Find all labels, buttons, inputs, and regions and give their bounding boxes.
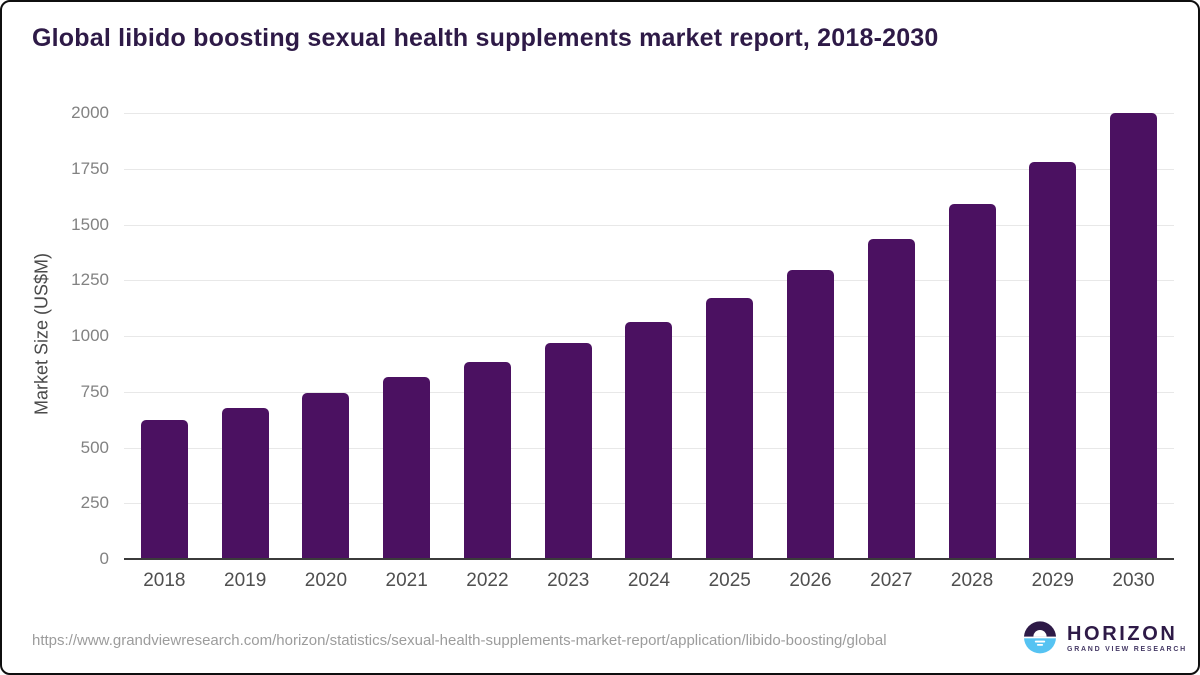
source-url[interactable]: https://www.grandviewresearch.com/horizo… — [32, 632, 887, 649]
x-tick-2024: 2024 — [627, 570, 671, 591]
bar-2018[interactable] — [140, 419, 188, 559]
x-tick-2026: 2026 — [789, 570, 832, 591]
bar-slot-2027 — [851, 113, 932, 559]
x-axis-line — [124, 558, 1174, 560]
chart-title: Global libido boosting sexual health sup… — [32, 24, 939, 52]
bar-slot-2023 — [528, 113, 609, 559]
gridline-1250 — [124, 280, 1174, 282]
logo-subbrand: GRAND VIEW RESEARCH — [1067, 645, 1187, 653]
bar-slot-2019 — [205, 113, 286, 559]
bar-slot-2024 — [609, 113, 690, 559]
x-tick-2030: 2030 — [1112, 570, 1155, 591]
bar-slot-2025 — [689, 113, 770, 559]
bar-slot-2030 — [1093, 113, 1174, 559]
x-tick-2028: 2028 — [950, 570, 994, 591]
x-tick-2018: 2018 — [143, 570, 186, 591]
gridline-1750 — [124, 168, 1174, 170]
y-tick-1500: 1500 — [71, 214, 109, 234]
bar-2024[interactable] — [625, 321, 673, 559]
bar-2019[interactable] — [221, 408, 269, 559]
bar-2026[interactable] — [787, 270, 834, 559]
bar-2029[interactable] — [1029, 162, 1077, 559]
x-tick-2020: 2020 — [304, 570, 348, 591]
bar-2020[interactable] — [302, 392, 350, 559]
y-tick-1750: 1750 — [71, 158, 109, 178]
bar-series — [124, 113, 1174, 559]
x-tick-2027: 2027 — [870, 570, 913, 591]
plot-area — [124, 113, 1174, 560]
gridline-1500 — [124, 224, 1174, 226]
logo-brand: HORIZON — [1067, 622, 1178, 645]
y-tick-1000: 1000 — [71, 326, 109, 345]
y-tick-0: 0 — [99, 549, 109, 568]
bar-2021[interactable] — [383, 377, 431, 559]
bar-slot-2018 — [124, 113, 205, 559]
bar-slot-2021 — [366, 113, 447, 559]
bar-slot-2026 — [770, 113, 851, 559]
bar-2023[interactable] — [544, 342, 592, 559]
x-tick-2021: 2021 — [385, 570, 428, 591]
y-tick-2000: 2000 — [71, 103, 109, 122]
x-tick-2029: 2029 — [1031, 570, 1074, 591]
y-tick-750: 750 — [80, 381, 109, 401]
horizon-logo: HORIZON GRAND VIEW RESEARCH — [1022, 620, 1187, 656]
x-tick-2022: 2022 — [466, 570, 509, 591]
y-tick-500: 500 — [80, 437, 109, 457]
bar-slot-2022 — [447, 113, 528, 559]
x-tick-2023: 2023 — [547, 570, 590, 591]
x-tick-2019: 2019 — [224, 570, 267, 591]
y-tick-1250: 1250 — [71, 270, 109, 290]
bar-slot-2029 — [1012, 113, 1093, 559]
bar-2027[interactable] — [867, 239, 915, 559]
bar-2030[interactable] — [1110, 113, 1158, 559]
bar-2025[interactable] — [706, 298, 754, 559]
horizon-logo-icon — [1024, 621, 1056, 654]
y-axis-tick-labels: 0 250 500 750 1000 1250 1500 1750 2000 — [2, 103, 109, 568]
bar-slot-2028 — [932, 113, 1013, 559]
bar-2022[interactable] — [463, 361, 511, 559]
gridline-2000 — [124, 113, 1174, 114]
x-tick-2025: 2025 — [708, 570, 751, 591]
bar-slot-2020 — [286, 113, 367, 559]
x-axis-tick-labels: 2018 2019 2020 2021 2022 2023 2024 2025 2026 2027… — [124, 570, 1174, 592]
bar-2028[interactable] — [948, 204, 996, 559]
logo-wordmark: HORIZON GRAND VIEW RESEARCH — [1067, 623, 1187, 654]
y-tick-250: 250 — [80, 493, 109, 513]
